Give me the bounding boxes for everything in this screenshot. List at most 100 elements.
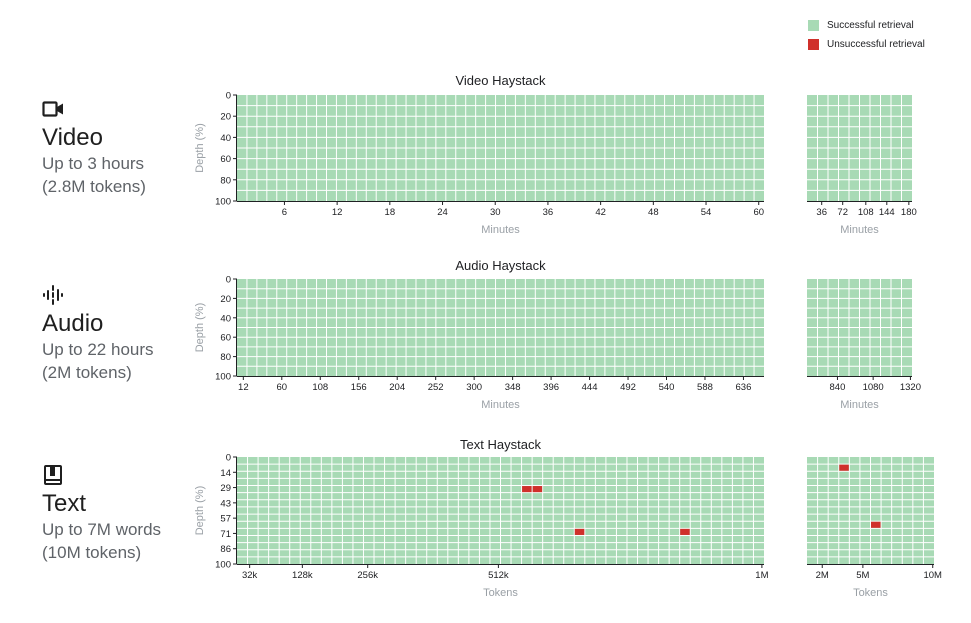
charts-layer: Video Haystack Depth (%) 6 12 18 24 30 36 42 48 54… (194, 73, 942, 599)
x-tick-label: 24 (437, 207, 448, 218)
x-tick-label: 180 (901, 207, 917, 218)
modality-title: Text (42, 490, 87, 517)
x-tick-label: 108 (312, 382, 328, 393)
y-axis-label: Depth (%) (194, 123, 206, 173)
y-axis-label: Depth (%) (194, 303, 206, 353)
failure-cell (680, 528, 690, 535)
x-tick-label: 348 (505, 382, 521, 393)
x-tick-label: 12 (332, 207, 343, 218)
x-tick-label: 108 (858, 207, 874, 218)
x-axis-label: Minutes (481, 224, 520, 236)
legend: Successful retrieval Unsuccessful retrie… (808, 18, 925, 56)
modality-video: Video Up to 3 hours (2.8M tokens) (42, 98, 146, 198)
legend-label-success: Successful retrieval (827, 19, 914, 31)
failure-cell (871, 521, 881, 528)
x-tick-label: 32k (242, 570, 258, 581)
x-tick-label: 36 (543, 207, 554, 218)
y-tick-label: 60 (220, 333, 231, 344)
legend-item-success: Successful retrieval (808, 18, 925, 32)
modality-title: Audio (42, 310, 104, 337)
x-tick-label: 1M (755, 570, 768, 581)
y-tick-label: 29 (220, 483, 231, 494)
modality-text: Text Up to 7M words (10M tokens) (42, 464, 161, 564)
x-tick-label: 18 (385, 207, 396, 218)
x-axis-label: Minutes (481, 399, 520, 411)
failure-cell (522, 486, 532, 493)
y-tick-label: 43 (220, 498, 231, 509)
x-tick-label: 10M (923, 570, 942, 581)
y-tick-label: 80 (220, 352, 231, 363)
modality-audio: Audio Up to 22 hours (2M tokens) (42, 284, 154, 384)
failure-swatch (808, 38, 819, 50)
x-tick-label: 128k (292, 570, 313, 581)
x-tick-label: 588 (697, 382, 713, 393)
y-tick-label: 0 (226, 91, 231, 102)
success-swatch (808, 19, 819, 31)
x-tick-label: 144 (879, 207, 895, 218)
modality-duration: Up to 7M words (42, 520, 162, 539)
y-tick-label: 0 (226, 275, 231, 286)
x-tick-label: 60 (277, 382, 288, 393)
y-tick-label: 100 (215, 197, 231, 208)
audio-waveform-icon (43, 285, 63, 305)
x-axis-label: Minutes (840, 399, 879, 411)
x-tick-label: 30 (490, 207, 501, 218)
x-tick-label: 636 (736, 382, 752, 393)
failure-cell (532, 486, 543, 493)
x-axis-label: Tokens (483, 587, 518, 599)
x-tick-label: 540 (659, 382, 675, 393)
x-tick-label: 252 (428, 382, 444, 393)
x-tick-label: 492 (620, 382, 636, 393)
x-tick-label: 36 (816, 207, 827, 218)
x-axis-label: Tokens (853, 587, 888, 599)
y-tick-label: 100 (215, 560, 231, 571)
modality-duration: Up to 3 hours (42, 154, 145, 173)
x-tick-label: 204 (389, 382, 405, 393)
failure-cell (574, 528, 585, 535)
modality-tokens: (2M tokens) (42, 363, 132, 382)
x-tick-label: 48 (648, 207, 659, 218)
y-tick-label: 80 (220, 175, 231, 186)
x-tick-label: 2M (816, 570, 829, 581)
failure-cell (839, 464, 849, 471)
y-tick-label: 0 (226, 453, 231, 464)
chart-title: Audio Haystack (455, 258, 546, 273)
y-tick-label: 14 (220, 468, 231, 479)
x-tick-label: 156 (351, 382, 367, 393)
y-tick-label: 57 (220, 514, 231, 525)
modality-tokens: (2.8M tokens) (42, 177, 146, 196)
x-tick-label: 840 (830, 382, 846, 393)
x-tick-label: 300 (466, 382, 482, 393)
x-tick-label: 72 (837, 207, 848, 218)
y-axis-label: Depth (%) (194, 486, 206, 536)
x-tick-label: 256k (357, 570, 378, 581)
y-tick-label: 20 (220, 294, 231, 305)
x-tick-label: 42 (595, 207, 606, 218)
x-tick-label: 512k (488, 570, 509, 581)
y-tick-label: 100 (215, 372, 231, 383)
x-tick-label: 444 (582, 382, 598, 393)
x-tick-label: 6 (282, 207, 287, 218)
x-tick-label: 396 (543, 382, 559, 393)
x-tick-label: 1320 (900, 382, 921, 393)
x-tick-label: 60 (753, 207, 764, 218)
modality-tokens: (10M tokens) (42, 543, 142, 562)
modality-title: Video (42, 124, 103, 151)
x-tick-label: 54 (701, 207, 712, 218)
modality-duration: Up to 22 hours (42, 340, 154, 359)
x-tick-label: 5M (856, 570, 869, 581)
y-tick-label: 20 (220, 112, 231, 123)
book-icon (44, 465, 62, 485)
chart-title: Text Haystack (460, 437, 541, 452)
legend-label-failure: Unsuccessful retrieval (827, 38, 925, 50)
x-tick-label: 12 (238, 382, 249, 393)
video-camera-icon (42, 101, 63, 117)
y-tick-label: 60 (220, 154, 231, 165)
legend-item-failure: Unsuccessful retrieval (808, 37, 925, 51)
y-tick-label: 40 (220, 313, 231, 324)
chart-title: Video Haystack (455, 73, 546, 88)
y-tick-label: 40 (220, 133, 231, 144)
x-axis-label: Minutes (840, 224, 879, 236)
x-tick-label: 1080 (863, 382, 884, 393)
